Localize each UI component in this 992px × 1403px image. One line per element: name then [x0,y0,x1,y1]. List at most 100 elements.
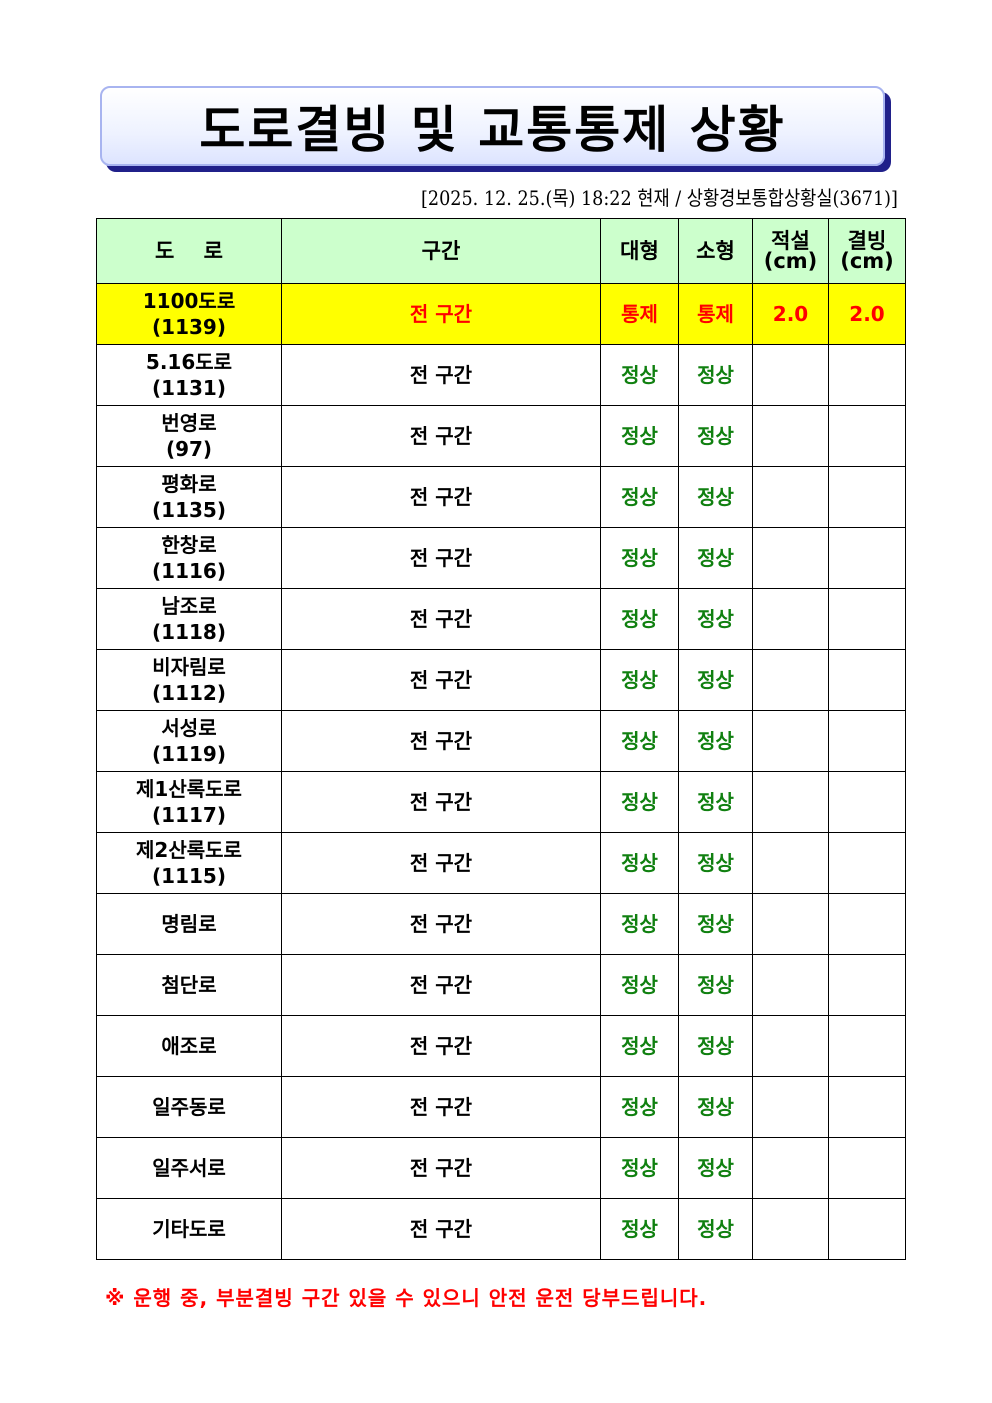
small-vehicle-status: 정상 [678,893,753,955]
road-name-cell: 제2산록도로 (1115) [96,832,282,894]
large-vehicle-status: 정상 [600,832,679,894]
large-vehicle-status: 정상 [600,954,679,1016]
small-vehicle-status: 정상 [678,1076,753,1138]
section-cell: 전 구간 [281,710,601,772]
road-name: 애조로 [161,1034,217,1058]
snow-depth [752,954,829,1016]
snow-depth [752,771,829,833]
road-status-table: 도 로 구간 대형 소형 적설 (cm) 결빙 (cm) 1100도로 (1139) … [96,218,906,1260]
ice-depth [828,893,906,955]
header-section: 구간 [281,218,601,284]
table-row: 번영로 (97) 전 구간 정상 정상 [96,405,906,467]
large-vehicle-status: 정상 [600,649,679,711]
section-cell: 전 구간 [281,954,601,1016]
ice-depth [828,405,906,467]
road-code: (1139) [152,315,226,339]
section-cell: 전 구간 [281,405,601,467]
ice-depth [828,588,906,650]
small-vehicle-status: 통제 [678,283,753,345]
road-code: (1117) [152,803,226,827]
road-code: (1116) [152,559,226,583]
snow-depth [752,893,829,955]
header-ice-unit: (cm) [840,249,894,273]
table-row: 첨단로 전 구간 정상 정상 [96,954,906,1016]
snow-depth [752,832,829,894]
road-name-cell: 제1산록도로 (1117) [96,771,282,833]
large-vehicle-status: 정상 [600,710,679,772]
table-row: 명림로 전 구간 정상 정상 [96,893,906,955]
title-banner: 도로결빙 및 교통통제 상황 [100,86,885,166]
large-vehicle-status: 정상 [600,344,679,406]
road-name-cell: 첨단로 [96,954,282,1016]
road-name-cell: 한창로 (1116) [96,527,282,589]
snow-depth [752,1137,829,1199]
road-name: 첨단로 [161,973,217,997]
large-vehicle-status: 정상 [600,1015,679,1077]
section-cell: 전 구간 [281,649,601,711]
ice-depth [828,954,906,1016]
snow-depth [752,1015,829,1077]
small-vehicle-status: 정상 [678,832,753,894]
road-name-cell: 5.16도로 (1131) [96,344,282,406]
header-large: 대형 [600,218,679,284]
small-vehicle-status: 정상 [678,405,753,467]
road-code: (1131) [152,376,226,400]
small-vehicle-status: 정상 [678,466,753,528]
small-vehicle-status: 정상 [678,344,753,406]
page-title: 도로결빙 및 교통통제 상황 [199,101,786,159]
table-row: 1100도로 (1139) 전 구간 통제 통제 2.0 2.0 [96,283,906,345]
ice-depth [828,1198,906,1260]
road-code: (1112) [152,681,226,705]
section-cell: 전 구간 [281,283,601,345]
table-row: 남조로 (1118) 전 구간 정상 정상 [96,588,906,650]
ice-depth [828,1015,906,1077]
snow-depth [752,649,829,711]
snow-depth [752,405,829,467]
small-vehicle-status: 정상 [678,588,753,650]
road-name: 평화로 [161,472,217,496]
snow-depth [752,527,829,589]
road-name-cell: 번영로 (97) [96,405,282,467]
small-vehicle-status: 정상 [678,710,753,772]
small-vehicle-status: 정상 [678,649,753,711]
ice-depth [828,466,906,528]
small-vehicle-status: 정상 [678,1015,753,1077]
header-snow: 적설 (cm) [752,218,829,284]
road-name-cell: 비자림로 (1112) [96,649,282,711]
table-row: 일주서로 전 구간 정상 정상 [96,1137,906,1199]
section-cell: 전 구간 [281,466,601,528]
snow-depth [752,1198,829,1260]
ice-depth [828,1137,906,1199]
road-name: 일주동로 [152,1095,226,1119]
table-row: 서성로 (1119) 전 구간 정상 정상 [96,710,906,772]
snow-depth [752,710,829,772]
road-code: (1115) [152,864,226,888]
section-cell: 전 구간 [281,893,601,955]
section-cell: 전 구간 [281,344,601,406]
road-name: 제1산록도로 [136,777,242,801]
road-code: (1119) [152,742,226,766]
header-snow-label: 적설 [771,229,810,253]
road-name: 남조로 [161,594,217,618]
header-road: 도 로 [96,218,282,284]
road-name: 명림로 [161,912,217,936]
road-name-cell: 서성로 (1119) [96,710,282,772]
road-code: (1135) [152,498,226,522]
small-vehicle-status: 정상 [678,1198,753,1260]
road-name-cell: 1100도로 (1139) [96,283,282,345]
road-name-cell: 평화로 (1135) [96,466,282,528]
section-cell: 전 구간 [281,1137,601,1199]
section-cell: 전 구간 [281,771,601,833]
road-name-cell: 일주동로 [96,1076,282,1138]
header-small: 소형 [678,218,753,284]
large-vehicle-status: 정상 [600,466,679,528]
ice-depth [828,710,906,772]
ice-depth [828,832,906,894]
road-name: 기타도로 [152,1217,226,1241]
section-cell: 전 구간 [281,1015,601,1077]
road-name-cell: 남조로 (1118) [96,588,282,650]
road-name: 번영로 [161,411,217,435]
large-vehicle-status: 정상 [600,771,679,833]
timestamp-source: [2025. 12. 25.(목) 18:22 현재 / 상황경보통합상황실(3… [421,186,898,210]
large-vehicle-status: 정상 [600,588,679,650]
